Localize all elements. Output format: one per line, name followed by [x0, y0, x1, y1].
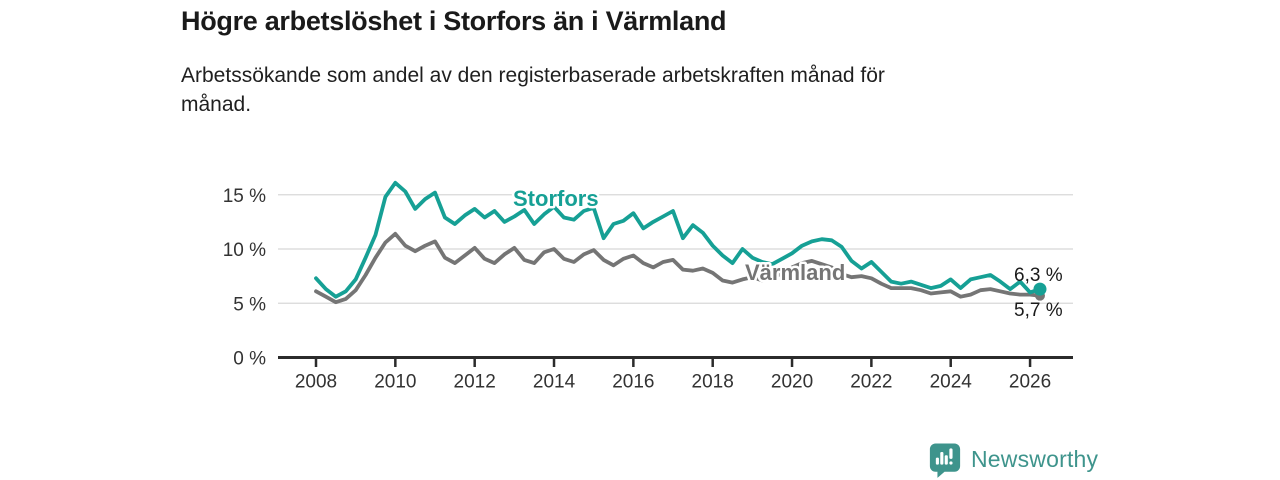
- x-axis-tick-label: 2008: [295, 372, 337, 393]
- end-value-label-storfors: 6,3 %: [1014, 265, 1063, 286]
- exclamation-bar: [949, 447, 953, 459]
- exclamation-dot: [949, 460, 953, 465]
- y-axis-tick-label: 10 %: [223, 240, 266, 261]
- newsworthy-bar-chart-bubble-icon: [929, 442, 961, 478]
- end-value-label-värmland: 5,7 %: [1014, 300, 1063, 321]
- newsworthy-logo-text: Newsworthy: [971, 445, 1099, 472]
- x-axis-tick-label: 2024: [930, 372, 973, 393]
- y-axis-tick-label: 15 %: [223, 186, 266, 207]
- x-axis-tick-label: 2018: [692, 372, 734, 393]
- x-axis-tick-label: 2016: [612, 372, 654, 393]
- y-axis-tick-label: 5 %: [233, 294, 266, 315]
- newsworthy-logo[interactable]: Newsworthy: [928, 441, 1099, 478]
- series-end-dot-storfors: [1033, 282, 1047, 296]
- x-axis-tick-label: 2026: [1009, 372, 1051, 393]
- chart-subtitle: Arbetssökande som andel av den registerb…: [181, 64, 885, 116]
- bar-1: [935, 457, 939, 465]
- series-label-värmland: Värmland: [745, 260, 845, 285]
- bar-3: [944, 454, 948, 465]
- series-line-storfors: [314, 180, 1042, 299]
- x-axis-tick-label: 2010: [374, 372, 416, 393]
- chart-title: Högre arbetslöshet i Storfors än i Värml…: [181, 6, 727, 36]
- x-axis-tick-label: 2012: [454, 372, 496, 393]
- series-label-storfors: Storfors: [513, 186, 599, 211]
- series-line-värmland: [314, 231, 1042, 305]
- x-axis-tick-label: 2022: [850, 372, 892, 393]
- x-axis-tick-label: 2020: [771, 372, 813, 393]
- x-axis-tick-label: 2014: [533, 372, 576, 393]
- bar-2: [940, 451, 944, 465]
- y-axis-tick-label: 0 %: [233, 349, 266, 370]
